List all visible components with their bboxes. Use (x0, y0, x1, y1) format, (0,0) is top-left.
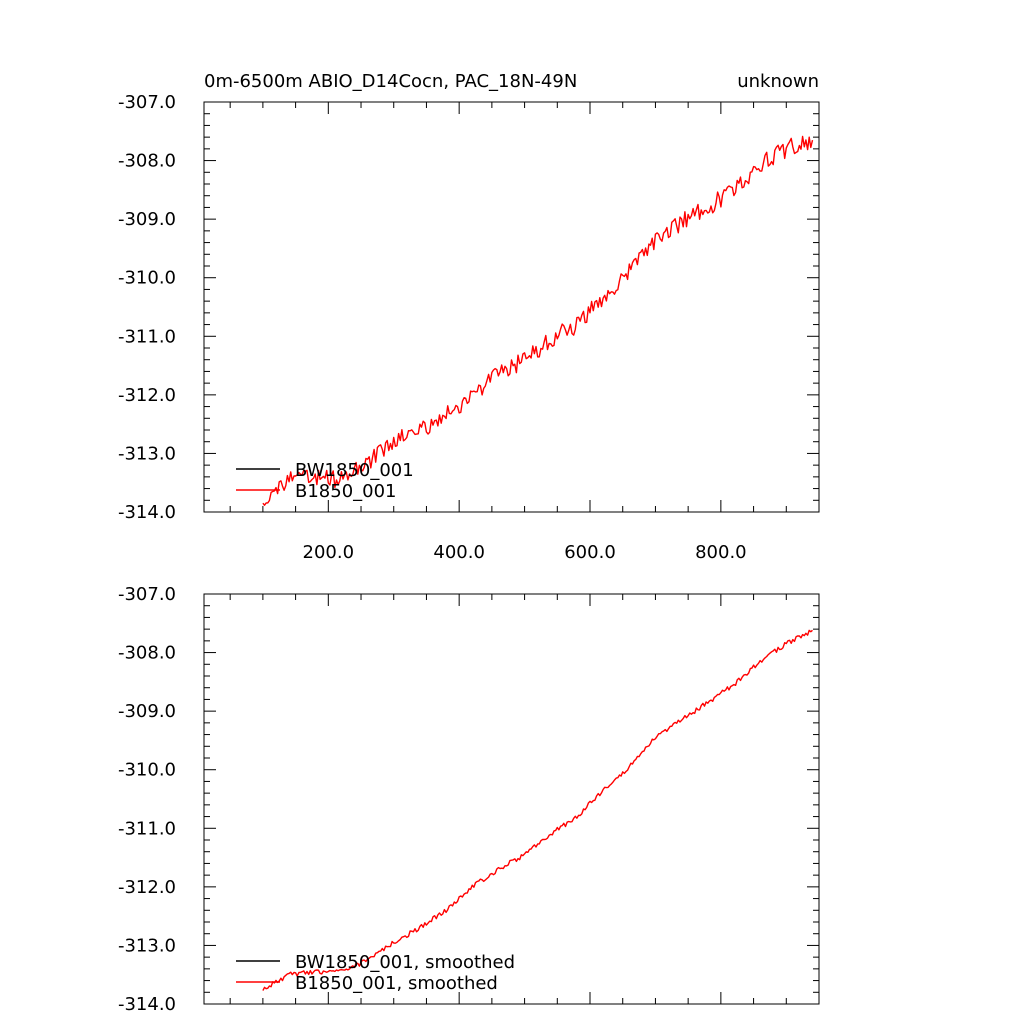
panel-1-series-line-b1850-001 (262, 135, 814, 506)
panel-2-legend-label-b1850: B1850_001, smoothed (295, 973, 498, 994)
panel-2-y-tick-label: -310.0 (118, 760, 176, 781)
panel-2-y-tick-label: -308.0 (118, 643, 176, 664)
panel-1-legend-label-bw1850: BW1850_001 (295, 460, 414, 481)
panel-2-y-tick-label: -311.0 (118, 818, 176, 839)
panel-2-legend-label-bw1850: BW1850_001, smoothed (295, 952, 515, 973)
panel-1-title: 0m-6500m ABIO_D14Cocn, PAC_18N-49N (204, 71, 577, 92)
panel-2-legend: BW1850_001, smoothed B1850_001, smoothed (236, 952, 515, 994)
panel-1-y-tick-label: -307.0 (118, 92, 176, 113)
panel-2-series-line-b1850-001-smoothed (262, 629, 813, 991)
panel-2-y-tick-label: -314.0 (118, 994, 176, 1015)
panel-1-y-tick-label: -313.0 (118, 443, 176, 464)
panel-1-legend: BW1850_001 B1850_001 (236, 460, 414, 502)
panel-1-x-tick-label: 600.0 (564, 542, 616, 563)
panel-1-y-tick-label: -308.0 (118, 151, 176, 172)
panel-1-right-title: unknown (737, 71, 819, 92)
panel-1-x-tick-label: 800.0 (695, 542, 747, 563)
panel-1-y-axis: -307.0 -308.0 -309.0 -310.0 -311.0 -312.0 -313… (118, 92, 819, 523)
panel-1-x-tick-label: 200.0 (303, 542, 355, 563)
panel-2-y-tick-label: -307.0 (118, 584, 176, 605)
panel-2-y-tick-label: -312.0 (118, 877, 176, 898)
panel-2-x-axis (229, 594, 787, 1004)
panel-1-y-tick-label: -312.0 (118, 385, 176, 406)
panel-1-y-tick-label: -310.0 (118, 268, 176, 289)
panel-1-legend-label-b1850: B1850_001 (295, 481, 397, 502)
panel-1-y-tick-label: -309.0 (118, 209, 176, 230)
panel-2-plot-frame (203, 593, 820, 1005)
panel-1-x-axis: 200.0 400.0 600.0 800.0 (229, 102, 787, 563)
panel-1-series-group (262, 135, 814, 506)
panel-1: 0m-6500m ABIO_D14Cocn, PAC_18N-49N unkno… (118, 71, 820, 563)
panel-1-plot-frame (203, 101, 820, 513)
panel-2: -307.0 -308.0 -309.0 -310.0 -311.0 -312.0 -313… (118, 584, 820, 1015)
panel-1-y-tick-label: -314.0 (118, 502, 176, 523)
panel-1-x-tick-label: 400.0 (433, 542, 485, 563)
panel-2-series-group (262, 629, 813, 991)
panel-2-y-axis: -307.0 -308.0 -309.0 -310.0 -311.0 -312.0 -313… (118, 584, 819, 1015)
panel-2-y-tick-label: -313.0 (118, 935, 176, 956)
panel-2-y-tick-label: -309.0 (118, 701, 176, 722)
panel-1-y-tick-label: -311.0 (118, 326, 176, 347)
